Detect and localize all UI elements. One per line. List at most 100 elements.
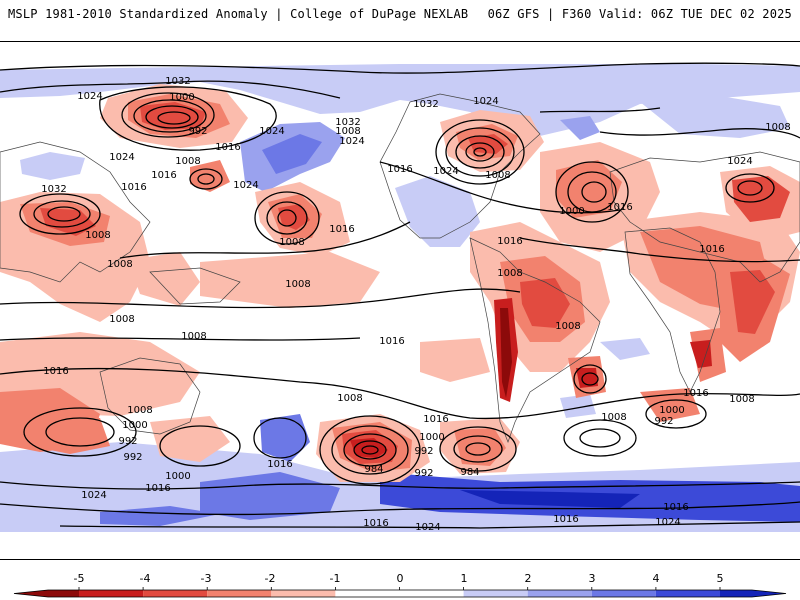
colorbar-segment [527, 590, 592, 597]
isobar-label: 1008 [485, 170, 510, 181]
colorbar-ticks: -5 -4 -3 -2 -1 0 1 2 3 4 5 [74, 572, 724, 585]
colorbar-tick-label: -2 [265, 572, 276, 585]
model-run-info: 06Z GFS | F360 Valid: 06Z TUE DEC 02 202… [487, 7, 792, 21]
isobar-label: 1024 [81, 490, 106, 501]
isobar-label: 1016 [663, 502, 688, 513]
isobar-label: 1008 [181, 331, 206, 342]
isobar-label: 1024 [655, 517, 680, 528]
isobar-label: 1016 [363, 518, 388, 529]
isobar-label: 1016 [151, 170, 176, 181]
colorbar-tick-label: 0 [397, 572, 404, 585]
isobar-label: 1008 [335, 126, 360, 137]
isobar-label: 1032 [41, 184, 66, 195]
colorbar-tick-label: 4 [653, 572, 660, 585]
isobar-label: 1008 [279, 237, 304, 248]
colorbar-bar [13, 587, 787, 598]
isobar-label: 1024 [339, 136, 364, 147]
colorbar-segment [79, 590, 144, 597]
colorbar-segment [271, 590, 336, 597]
isobar-label: 1000 [165, 471, 190, 482]
colorbar-segment [143, 590, 208, 597]
colorbar-tick-label: 1 [461, 572, 468, 585]
isobar-label: 992 [414, 446, 433, 457]
isobar-label: 1008 [175, 156, 200, 167]
colorbar-outline [13, 589, 787, 598]
isobar-label: 1016 [43, 366, 68, 377]
isobar-label: 992 [654, 416, 673, 427]
isobar-label: 984 [460, 467, 479, 478]
isobar-label: 1024 [233, 180, 258, 191]
colorbar-segment [463, 590, 528, 597]
isobar-label: 1008 [729, 394, 754, 405]
isobar-label: 1024 [415, 522, 440, 533]
isobar-label: 1016 [379, 336, 404, 347]
isobar-label: 1016 [329, 224, 354, 235]
colorbar-segment [720, 590, 752, 597]
isobar-label: 1016 [497, 236, 522, 247]
isobar-label: 1016 [267, 459, 292, 470]
isobar-label: 1008 [85, 230, 110, 241]
isobar-label: 1008 [109, 314, 134, 325]
isobar-label: 1016 [215, 142, 240, 153]
isobar-label: 1024 [259, 126, 284, 137]
anomaly-colorbar: -5 -4 -3 -2 -1 0 1 2 3 4 5 [0, 570, 800, 600]
isobar-label: 1000 [169, 92, 194, 103]
colorbar-tick-label: -3 [201, 572, 212, 585]
isobar-label: 1032 [413, 99, 438, 110]
colorbar-canvas: -5 -4 -3 -2 -1 0 1 2 3 4 5 [13, 572, 787, 598]
colorbar-segment [399, 590, 464, 597]
isobar-label: 1008 [127, 405, 152, 416]
isobar-label: 1024 [433, 166, 458, 177]
isobar-label: 1008 [337, 393, 362, 404]
isobar-label: 1008 [555, 321, 580, 332]
isobar-label: 1016 [145, 483, 170, 494]
colorbar-segment [48, 590, 79, 597]
coastlines [0, 93, 800, 443]
colorbar-tick-label: 3 [589, 572, 596, 585]
isobar-label: 1016 [387, 164, 412, 175]
colorbar-segment [591, 590, 656, 597]
header: MSLP 1981-2010 Standardized Anomaly | Co… [0, 0, 800, 30]
isobar-label: 1008 [497, 268, 522, 279]
isobar-label: 1000 [559, 206, 584, 217]
isobar-label: 1032 [335, 117, 360, 128]
colorbar-tick-label: -4 [140, 572, 151, 585]
colorbar-segment [207, 590, 272, 597]
isobar-label: 1024 [77, 91, 102, 102]
colorbar-tick-label: -1 [330, 572, 341, 585]
isobar-label: 1008 [765, 122, 790, 133]
isobar-label: 1008 [285, 279, 310, 290]
colorbar-segment [655, 590, 720, 597]
isobar-label: 1024 [109, 152, 134, 163]
isobar-label: 984 [364, 464, 383, 475]
isobar-label: 1016 [683, 388, 708, 399]
isobar-label: 992 [188, 126, 207, 137]
isobar-label: 1016 [121, 182, 146, 193]
map-title: MSLP 1981-2010 Standardized Anomaly | Co… [8, 7, 469, 21]
isobar-contours [0, 62, 800, 529]
isobar-label: 1016 [699, 244, 724, 255]
colorbar-left-arrow [14, 590, 48, 597]
isobar-label: 1016 [553, 514, 578, 525]
colorbar-right-arrow [752, 590, 786, 597]
anomaly-map: 1032 1024 1000 992 1024 1016 1008 1032 1… [0, 41, 800, 560]
isobar-label: 1024 [473, 96, 498, 107]
isobar-label: 1000 [659, 405, 684, 416]
map-canvas: 1032 1024 1000 992 1024 1016 1008 1032 1… [0, 62, 800, 533]
isobar-label: 1000 [122, 420, 147, 431]
isobar-label: 1000 [419, 432, 444, 443]
isobar-label: 992 [123, 452, 142, 463]
colorbar-tick-label: 2 [525, 572, 532, 585]
isobar-label: 1008 [601, 412, 626, 423]
isobar-label: 992 [414, 468, 433, 479]
isobar-label: 1008 [107, 259, 132, 270]
isobar-label: 1016 [423, 414, 448, 425]
colorbar-tick-label: -5 [74, 572, 85, 585]
isobar-label: 1016 [607, 202, 632, 213]
colorbar-tick-label: 5 [717, 572, 724, 585]
isobar-label: 1032 [165, 76, 190, 87]
isobar-label: 1024 [727, 156, 752, 167]
isobar-labels: 1032 1024 1000 992 1024 1016 1008 1032 1… [41, 76, 790, 533]
isobar-label: 992 [118, 436, 137, 447]
colorbar-segment [335, 590, 400, 597]
